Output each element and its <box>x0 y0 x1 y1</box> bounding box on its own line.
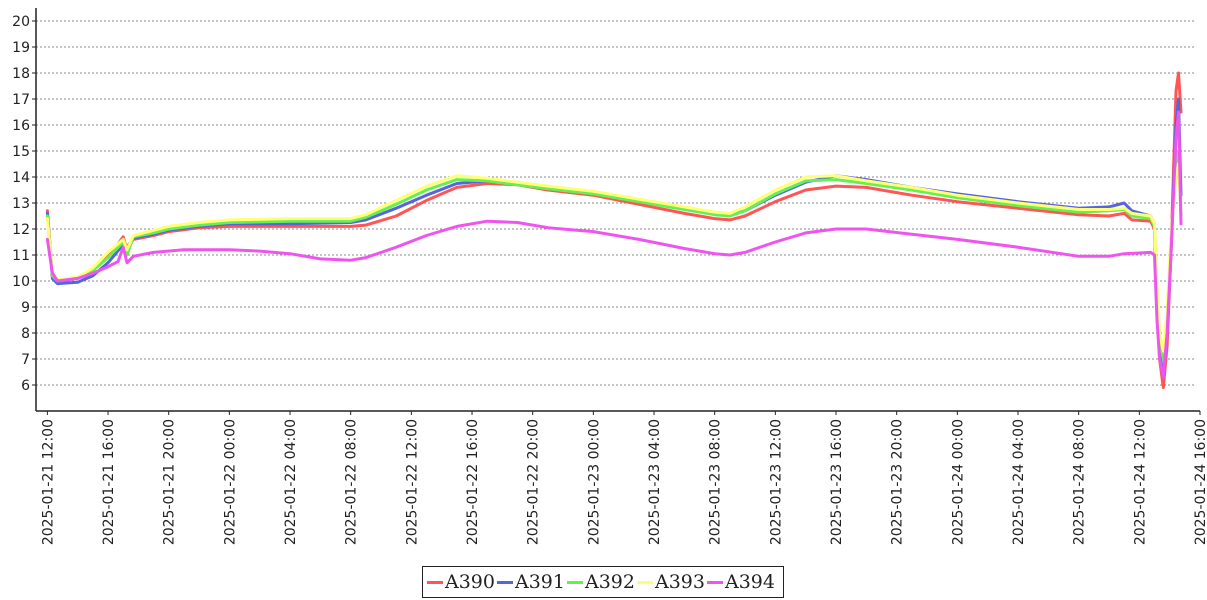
x-tick-label: 2025-01-23 08:00 <box>708 419 724 545</box>
x-tick-label: 2025-01-22 08:00 <box>344 419 360 545</box>
legend-item-a391: A391 <box>497 571 565 593</box>
x-tick-label: 2025-01-24 00:00 <box>950 419 966 545</box>
y-tick-label: 11 <box>12 248 30 264</box>
x-tick-label: 2025-01-23 00:00 <box>586 419 602 545</box>
y-tick-label: 7 <box>21 352 30 368</box>
series-line-a393 <box>45 162 1183 353</box>
legend-label: A390 <box>445 571 495 593</box>
y-tick-label: 8 <box>21 326 30 342</box>
y-tick-label: 12 <box>12 222 30 238</box>
legend-item-a393: A393 <box>637 571 705 593</box>
legend-item-a390: A390 <box>427 571 495 593</box>
x-tick-label: 2025-01-22 20:00 <box>526 419 542 545</box>
x-tick-label: 2025-01-21 12:00 <box>40 419 56 545</box>
legend-item-a392: A392 <box>567 571 635 593</box>
legend-item-a394: A394 <box>707 571 775 593</box>
legend-swatch <box>567 580 583 584</box>
legend-swatch <box>427 580 443 584</box>
x-tick-label: 2025-01-22 12:00 <box>404 419 420 545</box>
x-tick-label: 2025-01-24 04:00 <box>1011 419 1027 545</box>
y-tick-label: 15 <box>12 144 30 160</box>
x-tick-label: 2025-01-22 00:00 <box>222 419 238 545</box>
y-tick-label: 6 <box>21 378 30 394</box>
series-line-a390 <box>45 71 1183 390</box>
grid-lines <box>36 20 1196 386</box>
legend-label: A394 <box>725 571 775 593</box>
legend-label: A391 <box>515 571 565 593</box>
x-tick-label: 2025-01-23 20:00 <box>890 419 906 545</box>
y-tick-label: 14 <box>12 170 30 186</box>
legend-swatch <box>637 580 653 584</box>
y-tick-label: 18 <box>12 66 30 82</box>
x-tick-label: 2025-01-22 04:00 <box>283 419 299 545</box>
series-line-a394 <box>45 110 1183 379</box>
x-tick-label: 2025-01-23 04:00 <box>647 419 663 545</box>
legend-label: A392 <box>585 571 635 593</box>
axes <box>35 8 1200 412</box>
series-line-a391 <box>45 97 1183 379</box>
legend-swatch <box>707 580 723 584</box>
y-tick-label: 20 <box>12 14 30 30</box>
x-tick-label: 2025-01-24 16:00 <box>1193 419 1207 545</box>
y-tick-label: 13 <box>12 196 30 212</box>
x-tick-label: 2025-01-24 08:00 <box>1072 419 1088 545</box>
y-tick-label: 17 <box>12 92 30 108</box>
legend: A390 A391 A392 A393 A394 <box>422 566 784 598</box>
legend-label: A393 <box>655 571 705 593</box>
x-tick-label: 2025-01-21 16:00 <box>101 419 117 545</box>
y-tick-label: 10 <box>12 274 30 290</box>
x-tick-label: 2025-01-23 12:00 <box>768 419 784 545</box>
series-lines <box>45 71 1183 390</box>
x-tick-labels: 2025-01-21 12:00 2025-01-21 16:00 2025-01-… <box>40 411 1207 545</box>
x-tick-label: 2025-01-22 16:00 <box>465 419 481 545</box>
x-tick-label: 2025-01-24 12:00 <box>1132 419 1148 545</box>
y-tick-label: 9 <box>21 300 30 316</box>
y-tick-labels: 6 7 8 9 10 11 12 13 14 15 16 17 18 19 20 <box>12 14 36 394</box>
y-tick-label: 19 <box>12 40 30 56</box>
y-tick-label: 16 <box>12 118 30 134</box>
legend-swatch <box>497 580 513 584</box>
x-tick-label: 2025-01-21 20:00 <box>162 419 178 545</box>
x-tick-label: 2025-01-23 16:00 <box>829 419 845 545</box>
